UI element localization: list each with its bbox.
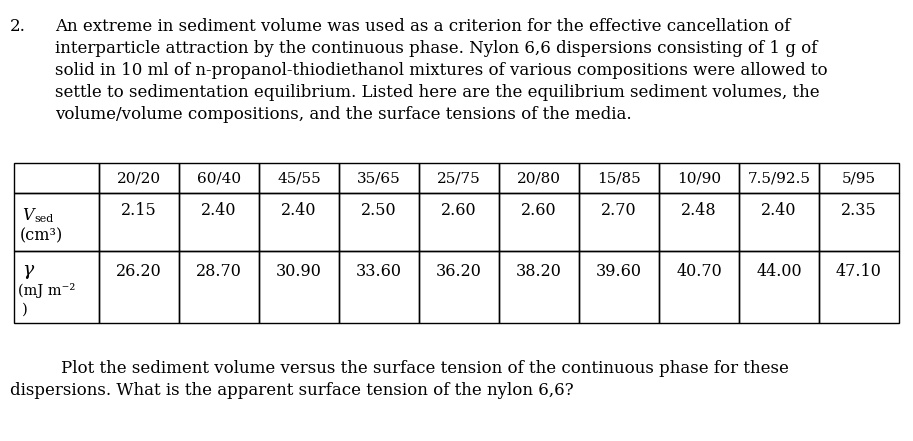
Text: 45/55: 45/55 — [278, 171, 320, 185]
Text: 25/75: 25/75 — [437, 171, 481, 185]
Text: γ: γ — [22, 261, 33, 279]
Text: settle to sedimentation equilibrium. Listed here are the equilibrium sediment vo: settle to sedimentation equilibrium. Lis… — [55, 84, 820, 101]
Bar — [579, 193, 659, 251]
Bar — [339, 163, 419, 193]
Text: interparticle attraction by the continuous phase. Nylon 6,6 dispersions consisti: interparticle attraction by the continuo… — [55, 40, 817, 57]
Text: An extreme in sediment volume was used as a criterion for the effective cancella: An extreme in sediment volume was used a… — [55, 18, 791, 35]
Bar — [819, 251, 899, 323]
Text: 33.60: 33.60 — [356, 263, 402, 280]
Bar — [419, 193, 499, 251]
Text: 2.15: 2.15 — [121, 202, 157, 219]
Bar — [419, 251, 499, 323]
Text: (mJ m⁻²: (mJ m⁻² — [18, 283, 75, 298]
Text: 39.60: 39.60 — [596, 263, 642, 280]
Bar — [659, 193, 739, 251]
Bar — [499, 163, 579, 193]
Text: sed: sed — [34, 214, 53, 224]
Bar — [579, 163, 659, 193]
Text: volume/volume compositions, and the surface tensions of the media.: volume/volume compositions, and the surf… — [55, 106, 632, 123]
Bar — [339, 251, 419, 323]
Text: 10/90: 10/90 — [677, 171, 721, 185]
Text: 20/20: 20/20 — [117, 171, 161, 185]
Text: Plot the sediment volume versus the surface tension of the continuous phase for : Plot the sediment volume versus the surf… — [40, 360, 789, 377]
Text: (cm³): (cm³) — [20, 227, 63, 244]
Bar — [819, 193, 899, 251]
Text: 28.70: 28.70 — [196, 263, 242, 280]
Text: 15/85: 15/85 — [597, 171, 641, 185]
Bar — [659, 163, 739, 193]
Bar — [259, 193, 339, 251]
Text: 40.70: 40.70 — [677, 263, 722, 280]
Bar — [179, 163, 259, 193]
Bar — [579, 251, 659, 323]
Bar — [14, 193, 99, 251]
Bar — [739, 163, 819, 193]
Text: 44.00: 44.00 — [756, 263, 802, 280]
Bar — [179, 251, 259, 323]
Text: 2.50: 2.50 — [362, 202, 397, 219]
Bar — [14, 163, 99, 193]
Text: V: V — [22, 207, 34, 224]
Bar — [179, 193, 259, 251]
Bar — [99, 251, 179, 323]
Text: 2.: 2. — [10, 18, 26, 35]
Bar — [339, 193, 419, 251]
Bar — [739, 193, 819, 251]
Text: dispersions. What is the apparent surface tension of the nylon 6,6?: dispersions. What is the apparent surfac… — [10, 382, 573, 399]
Text: 2.40: 2.40 — [201, 202, 236, 219]
Text: 60/40: 60/40 — [197, 171, 241, 185]
Text: ): ) — [22, 303, 27, 317]
Text: 20/80: 20/80 — [517, 171, 561, 185]
Text: solid in 10 ml of n-propanol-thiodiethanol mixtures of various compositions were: solid in 10 ml of n-propanol-thiodiethan… — [55, 62, 827, 79]
Text: 7.5/92.5: 7.5/92.5 — [748, 171, 811, 185]
Text: 30.90: 30.90 — [276, 263, 322, 280]
Text: 5/95: 5/95 — [842, 171, 876, 185]
Bar — [499, 251, 579, 323]
Text: 38.20: 38.20 — [516, 263, 561, 280]
Text: 2.40: 2.40 — [761, 202, 797, 219]
Text: 36.20: 36.20 — [436, 263, 482, 280]
Text: 2.35: 2.35 — [841, 202, 876, 219]
Text: 35/65: 35/65 — [357, 171, 401, 185]
Text: 2.60: 2.60 — [521, 202, 557, 219]
Bar — [739, 251, 819, 323]
Bar — [819, 163, 899, 193]
Text: 26.20: 26.20 — [116, 263, 162, 280]
Bar — [99, 193, 179, 251]
Text: 2.70: 2.70 — [601, 202, 636, 219]
Bar — [659, 251, 739, 323]
Bar — [419, 163, 499, 193]
Text: 2.40: 2.40 — [281, 202, 317, 219]
Text: 47.10: 47.10 — [836, 263, 882, 280]
Bar — [259, 163, 339, 193]
Bar — [259, 251, 339, 323]
Bar — [499, 193, 579, 251]
Text: 2.60: 2.60 — [441, 202, 477, 219]
Bar — [99, 163, 179, 193]
Text: 2.48: 2.48 — [681, 202, 717, 219]
Bar — [14, 251, 99, 323]
